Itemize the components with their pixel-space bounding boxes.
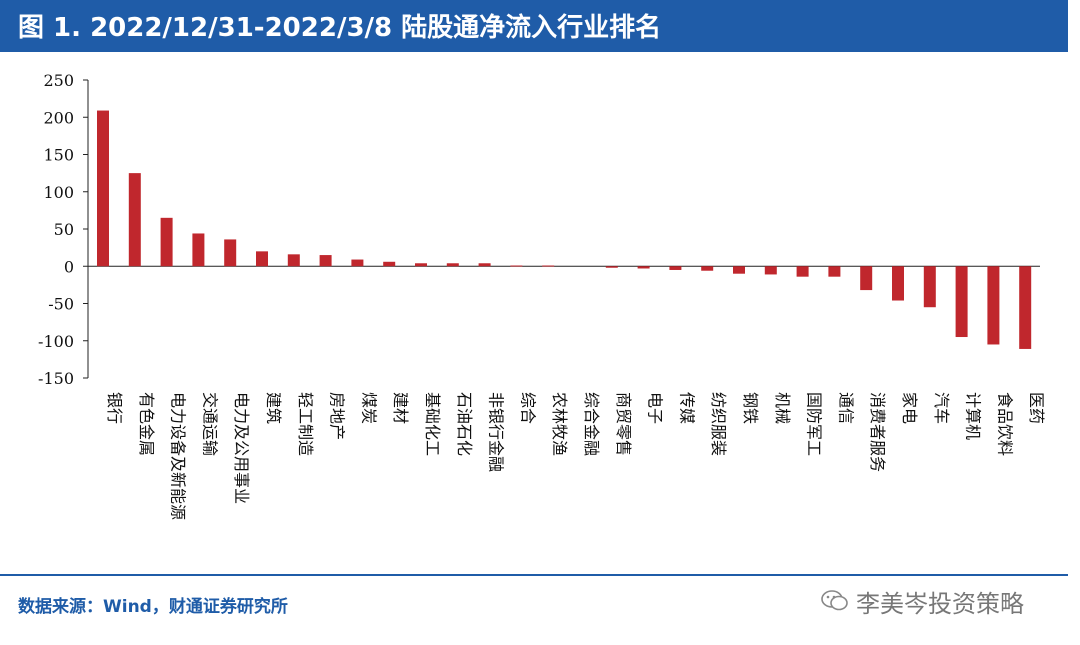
source-note: 数据来源：Wind，财通证券研究所 — [18, 597, 288, 617]
footer-divider — [0, 574, 1068, 576]
y-tick-label: 0 — [64, 257, 74, 276]
x-tick-label: 建筑 — [264, 392, 283, 424]
x-tick-label: 房地产 — [328, 392, 347, 440]
x-tick-label: 国防军工 — [805, 392, 824, 456]
bar — [542, 265, 555, 267]
x-tick-label: 有色金属 — [137, 392, 156, 456]
y-tick-label: 150 — [43, 146, 74, 165]
y-tick-label: 200 — [43, 108, 74, 127]
x-tick-label: 钢铁 — [741, 392, 760, 424]
x-axis-labels: 银行 有色金属 电力设备及新能源 交通运输 电力及公用事业 建筑 轻工制造 房地产 煤炭 建材 基础… — [105, 392, 1046, 520]
bar — [128, 173, 141, 267]
x-tick-label: 基础化工 — [423, 392, 442, 456]
bar — [860, 266, 873, 291]
x-tick-label: 商贸零售 — [614, 392, 633, 456]
bar — [637, 266, 650, 269]
x-tick-label: 机械 — [773, 392, 792, 424]
x-tick-label: 轻工制造 — [296, 392, 315, 456]
y-tick-label: 250 — [43, 71, 74, 90]
x-tick-label: 农林牧渔 — [550, 392, 569, 456]
bar — [669, 266, 682, 270]
x-tick-label: 建材 — [391, 392, 410, 424]
bar — [224, 239, 237, 267]
watermark: 李美岑投资策略 — [820, 586, 1024, 618]
bar — [319, 255, 332, 267]
x-tick-label: 煤炭 — [359, 392, 378, 424]
x-tick-label: 综合金融 — [582, 392, 601, 456]
x-tick-label: 石油石化 — [455, 392, 474, 456]
bar — [160, 217, 173, 267]
x-tick-label: 非银行金融 — [487, 392, 506, 472]
x-tick-label: 汽车 — [932, 392, 951, 424]
watermark-text: 李美岑投资策略 — [856, 589, 1024, 618]
chart-axes — [87, 80, 1040, 378]
bar — [192, 233, 205, 267]
bar — [764, 266, 777, 275]
bar — [446, 263, 459, 267]
y-tick-label: -150 — [38, 369, 74, 388]
x-tick-label: 综合 — [518, 392, 537, 424]
bar — [987, 266, 1000, 345]
x-tick-label: 计算机 — [964, 392, 983, 440]
bar — [828, 266, 841, 277]
bar — [923, 266, 936, 308]
bar — [955, 266, 968, 338]
y-tick-label: -50 — [48, 295, 74, 314]
bar — [256, 251, 268, 267]
bar — [478, 263, 491, 267]
x-tick-label: 银行 — [105, 392, 124, 424]
x-tick-label: 交通运输 — [200, 392, 219, 456]
x-tick-label: 纺织服装 — [709, 392, 728, 456]
bar — [351, 259, 364, 267]
y-tick-label: -100 — [38, 332, 74, 351]
x-tick-label: 电子 — [646, 392, 665, 424]
y-axis-ticks: 250 200 150 100 50 0 -50 -100 -150 — [38, 71, 88, 388]
chart-title: 图 1. 2022/12/31-2022/3/8 陆股通净流入行业排名 — [18, 13, 662, 43]
bar — [1019, 266, 1032, 349]
bar — [415, 263, 427, 267]
x-tick-label: 电力设备及新能源 — [169, 392, 188, 520]
y-tick-label: 100 — [43, 183, 74, 202]
bar — [733, 266, 745, 274]
bar — [287, 254, 300, 267]
bar — [605, 266, 618, 268]
x-tick-label: 食品饮料 — [995, 392, 1014, 456]
title-bar: 图 1. 2022/12/31-2022/3/8 陆股通净流入行业排名 — [0, 0, 1068, 52]
x-tick-label: 通信 — [836, 392, 855, 424]
bar-chart: 250 200 150 100 50 0 -50 -100 -150 银行 有色金属 电力设备及新能… — [38, 71, 1046, 520]
x-tick-label: 传媒 — [677, 392, 696, 424]
bars — [97, 110, 1032, 349]
bar — [383, 261, 396, 267]
x-tick-label: 家电 — [900, 392, 919, 424]
bar — [796, 266, 809, 277]
y-tick-label: 50 — [54, 220, 74, 239]
x-tick-label: 医药 — [1027, 392, 1046, 424]
bar — [97, 110, 109, 267]
x-tick-label: 消费者服务 — [868, 392, 887, 472]
wechat-icon — [821, 590, 848, 611]
bar — [510, 265, 523, 267]
x-tick-label: 电力及公用事业 — [232, 392, 251, 504]
bar — [892, 266, 904, 301]
bar — [701, 266, 714, 271]
